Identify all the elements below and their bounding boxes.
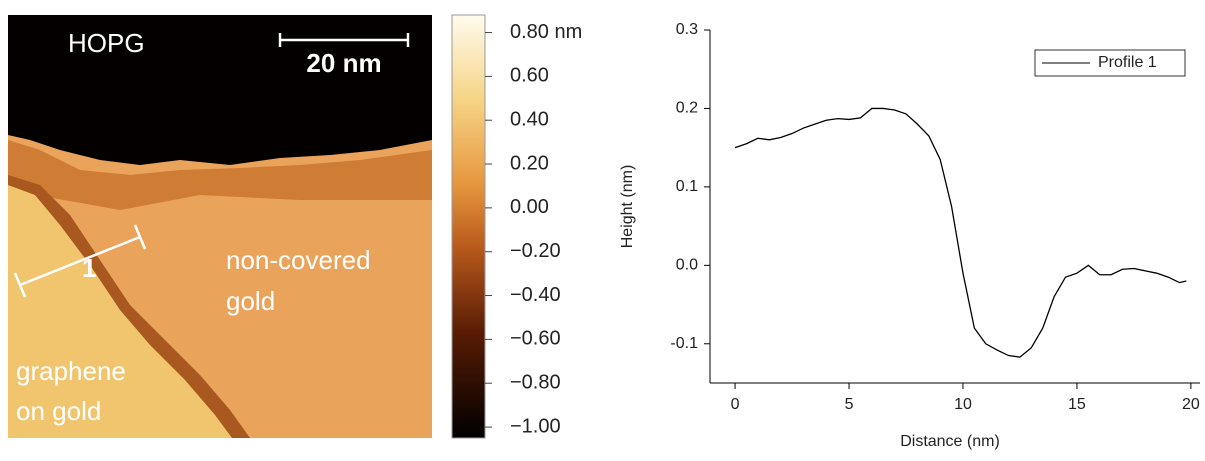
scale-bar-label: 20 nm <box>306 48 381 78</box>
colorbar-tick-label: 0.80 nm <box>510 21 582 43</box>
y-tick-label: 0.2 <box>676 100 698 117</box>
region-label: gold <box>226 286 275 316</box>
line <box>734 107 1187 358</box>
y-tick-label: 0.3 <box>676 21 698 38</box>
x-tick-label: 10 <box>954 396 972 413</box>
colorbar <box>451 14 486 439</box>
afm-image <box>8 15 432 438</box>
x-axis-title: Distance (nm) <box>900 433 1000 450</box>
x-tick-label: 20 <box>1182 396 1200 413</box>
colorbar-tick-label: −0.40 <box>510 284 561 306</box>
colorbar-tick-label: −1.00 <box>510 415 561 437</box>
y-axis-title: Height (nm) <box>619 165 636 249</box>
legend-label: Profile 1 <box>1098 54 1157 71</box>
colorbar-tick-label: 0.00 <box>510 196 549 218</box>
x-tick-label: 5 <box>845 396 854 413</box>
region-label: on gold <box>16 396 101 426</box>
region-label: non-covered <box>226 245 371 275</box>
colorbar-tick-label: 0.20 <box>510 152 549 174</box>
colorbar-tick-label: −0.20 <box>510 240 561 262</box>
colorbar-tick-label: −0.80 <box>510 371 561 393</box>
y-tick-label: 0.0 <box>676 257 698 274</box>
colorbar-tick-label: 0.40 <box>510 108 549 130</box>
x-tick-label: 0 <box>731 396 740 413</box>
y-tick-label: 0.1 <box>676 178 698 195</box>
x-tick-label: 15 <box>1068 396 1086 413</box>
region-label: graphene <box>16 356 126 386</box>
y-tick-label: -0.1 <box>670 335 698 352</box>
colorbar-tick-label: −0.60 <box>510 328 561 350</box>
profile-marker: 1 <box>82 253 96 283</box>
colorbar-tick-label: 0.60 <box>510 65 549 87</box>
site-label: HOPG <box>68 28 145 58</box>
